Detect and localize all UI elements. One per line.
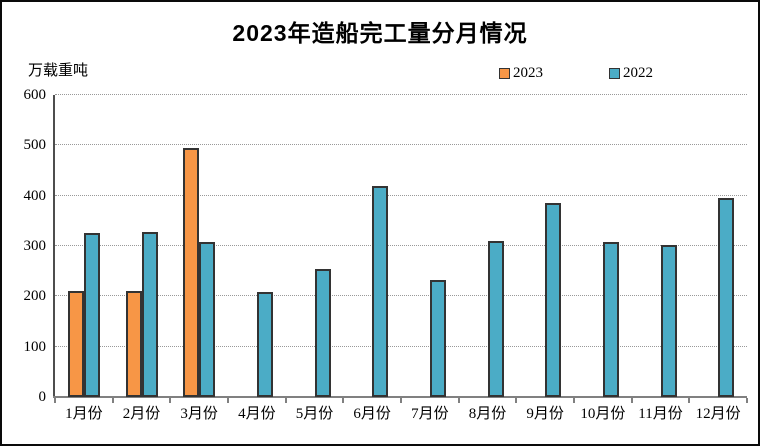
x-axis-label-10月份: 10月份 xyxy=(580,406,626,422)
x-axis-tick xyxy=(688,398,691,403)
x-axis-line xyxy=(53,396,747,398)
x-axis-tick xyxy=(111,398,114,403)
x-axis-label-5月份: 5月份 xyxy=(295,406,334,422)
x-axis-label-4月份: 4月份 xyxy=(238,406,276,422)
x-axis-tick xyxy=(284,398,287,403)
legend-swatch-2022-icon xyxy=(609,68,620,79)
y-axis-tick-label: 400 xyxy=(23,187,47,204)
legend-entry-2022: 2022 xyxy=(609,66,653,81)
bar-2022-2月份 xyxy=(141,231,158,397)
x-axis-tick xyxy=(342,398,345,403)
x-axis-tick xyxy=(515,398,518,403)
x-axis-label-3月份: 3月份 xyxy=(180,406,218,422)
x-axis-label-8月份: 8月份 xyxy=(468,406,507,422)
bar-2022-12月份 xyxy=(718,198,735,397)
gridline-500 xyxy=(55,144,747,146)
gridline-100 xyxy=(55,345,747,347)
bar-2022-9月份 xyxy=(545,202,562,397)
bar-2023-1月份 xyxy=(67,290,84,397)
x-axis-label-11月份: 11月份 xyxy=(638,406,683,422)
gridline-600 xyxy=(55,94,747,95)
chart-title: 2023年造船完工量分月情况 xyxy=(232,20,528,46)
x-axis-label-2月份: 2月份 xyxy=(122,406,161,422)
legend-entry-2023: 2023 xyxy=(499,66,543,81)
bar-2022-7月份 xyxy=(429,279,446,397)
x-axis-label-1月份: 1月份 xyxy=(65,406,103,422)
x-axis-tick xyxy=(54,398,56,403)
y-axis-tick-label: 0 xyxy=(38,389,47,405)
y-axis-line xyxy=(53,95,55,397)
y-axis-tick-label: 300 xyxy=(23,238,47,254)
y-axis-tick-label: 500 xyxy=(23,137,47,154)
legend-label-2023: 2023 xyxy=(513,65,543,81)
x-axis-label-12月份: 12月份 xyxy=(695,406,741,422)
bar-2022-4月份 xyxy=(256,292,273,397)
y-axis-tick-label: 100 xyxy=(23,338,47,355)
gridline-400 xyxy=(55,194,747,196)
gridline-300 xyxy=(55,245,747,246)
x-axis-tick xyxy=(400,398,402,403)
x-axis-label-7月份: 7月份 xyxy=(411,406,449,422)
legend-label-2022: 2022 xyxy=(623,65,653,81)
x-axis-tick xyxy=(746,398,748,403)
legend-swatch-2023-icon xyxy=(499,68,510,79)
bar-2022-3月份 xyxy=(199,241,216,397)
y-axis-tick-label: 600 xyxy=(23,87,47,103)
bar-2022-5月份 xyxy=(314,268,331,397)
y-axis-unit-label: 万载重吨 xyxy=(28,63,89,79)
gridline-200 xyxy=(55,295,747,297)
x-axis-tick xyxy=(573,398,575,403)
bar-2023-3月份 xyxy=(183,147,200,397)
x-axis-label-9月份: 9月份 xyxy=(526,406,564,422)
bar-2022-6月份 xyxy=(372,185,389,397)
x-axis-tick xyxy=(457,398,460,403)
y-axis-tick-label: 200 xyxy=(23,288,47,305)
bar-2022-10月份 xyxy=(602,242,619,397)
x-axis-label-6月份: 6月份 xyxy=(353,406,391,422)
bar-2022-8月份 xyxy=(487,241,504,397)
bar-2022-1月份 xyxy=(83,232,100,397)
x-axis-tick xyxy=(630,398,633,403)
bar-2022-11月份 xyxy=(660,244,677,397)
bar-2023-2月份 xyxy=(125,291,142,397)
x-axis-tick xyxy=(227,398,229,403)
x-axis-tick xyxy=(169,398,172,403)
